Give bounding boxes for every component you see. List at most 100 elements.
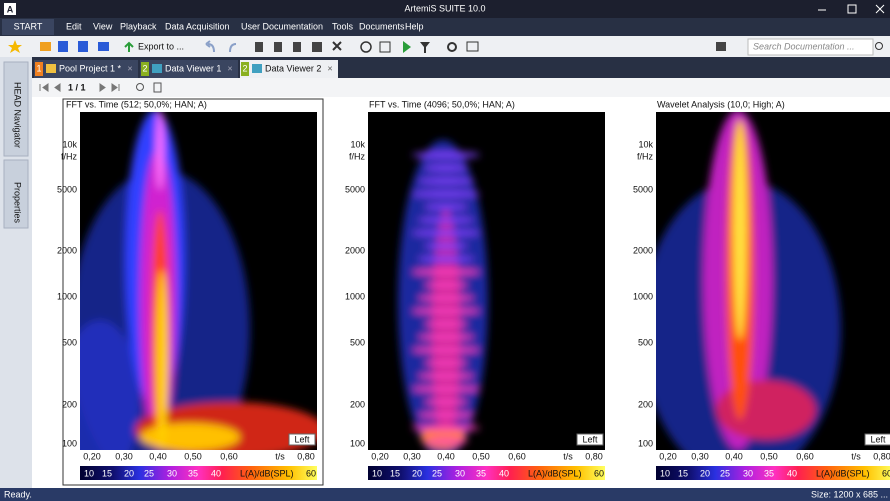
menu-item[interactable]: Tools <box>332 21 354 31</box>
start-button[interactable]: START <box>14 21 43 31</box>
colorbar-label: 20 <box>700 468 710 478</box>
spectrogram-blob <box>716 380 816 440</box>
colorbar-label: L(A)/dB(SPL) <box>816 468 870 478</box>
tab-close[interactable]: × <box>127 63 132 73</box>
spectrogram-band <box>424 282 468 289</box>
sidebar-tab-label[interactable]: Properties <box>13 182 23 224</box>
spectrogram-band <box>424 321 468 328</box>
spectrogram <box>60 110 325 490</box>
plot-title: FFT vs. Time (4096; 50,0%; HAN; A) <box>369 99 515 109</box>
y-tick-label: 1000 <box>57 291 77 301</box>
menu-item[interactable]: Documents <box>359 21 405 31</box>
x-tick-label: 0,80 <box>585 451 603 461</box>
y-tick-label: 500 <box>350 337 365 347</box>
colorbar-label: 40 <box>499 468 509 478</box>
paste-special-icon[interactable] <box>312 42 322 52</box>
y-tick-label: 5000 <box>633 184 653 194</box>
page-indicator: 1 / 1 <box>68 82 86 92</box>
search-placeholder[interactable]: Search Documentation ... <box>753 41 855 51</box>
colorbar-label: 20 <box>412 468 422 478</box>
legend-label: Left <box>870 434 886 444</box>
colorbar-label: 10 <box>660 468 670 478</box>
colorbar-label: 20 <box>124 468 134 478</box>
colorbar-label: 35 <box>476 468 486 478</box>
tab-label[interactable]: Data Viewer 1 <box>165 63 221 73</box>
colorbar-label: 35 <box>764 468 774 478</box>
colorbar-label: 60 <box>594 468 604 478</box>
spectrogram-band <box>424 204 468 211</box>
spectrogram-band <box>424 165 468 172</box>
sidebar-tab-label[interactable]: HEAD Navigator <box>13 82 23 148</box>
export-button[interactable]: Export to ... <box>138 41 184 51</box>
status-size: Size: 1200 x 685 ... <box>811 489 888 499</box>
tab-icon <box>46 64 56 73</box>
x-tick-label: 0,60 <box>220 451 238 461</box>
y-tick-label: 5000 <box>57 184 77 194</box>
y-tick-label: 500 <box>638 337 653 347</box>
y-tick-label: 2000 <box>633 245 653 255</box>
y-tick-label: 10k <box>350 139 365 149</box>
y-tick-label: 200 <box>638 399 653 409</box>
spectrogram-band <box>424 399 468 406</box>
spectrogram-band <box>424 243 468 250</box>
menu-item[interactable]: Help <box>405 21 424 31</box>
menu-item[interactable]: Edit <box>66 21 82 31</box>
y-tick-label: 10k <box>62 139 77 149</box>
print-icon[interactable] <box>98 42 109 51</box>
menu-item[interactable]: User Documentation <box>241 21 323 31</box>
spectrogram <box>368 112 605 460</box>
view-icon[interactable] <box>716 42 726 51</box>
colorbar-label: 15 <box>390 468 400 478</box>
spectrogram-band <box>418 256 474 263</box>
spectrogram-band <box>418 373 474 380</box>
x-tick-label: 0,60 <box>796 451 814 461</box>
plot-panel: FFT vs. Time (4096; 50,0%; HAN; A)10kf/H… <box>345 99 605 480</box>
spectrogram-band <box>418 334 474 341</box>
tab-close[interactable]: × <box>227 63 232 73</box>
spectrogram-band <box>418 295 474 302</box>
x-tick-label: 0,30 <box>403 451 421 461</box>
tab-close[interactable]: × <box>327 63 332 73</box>
menu-item[interactable]: View <box>93 21 113 31</box>
spectrogram-blob <box>156 110 164 190</box>
copy-icon[interactable] <box>274 42 282 52</box>
x-tick-label: 0,30 <box>691 451 709 461</box>
colorbar-label: 60 <box>882 468 890 478</box>
save-all-icon[interactable] <box>78 41 88 52</box>
y-tick-label: 100 <box>350 438 365 448</box>
colorbar-label: 10 <box>84 468 94 478</box>
menu-item[interactable]: Data Acquisition <box>165 21 230 31</box>
menu-item[interactable]: Playback <box>120 21 157 31</box>
y-tick-label: 5000 <box>345 184 365 194</box>
colorbar-label: 10 <box>372 468 382 478</box>
y-tick-label: 2000 <box>57 245 77 255</box>
tab-label[interactable]: Data Viewer 2 <box>265 63 321 73</box>
y-tick-label: 10k <box>638 139 653 149</box>
plot-title: Wavelet Analysis (10,0; High; A) <box>657 99 785 109</box>
colorbar-label: 30 <box>743 468 753 478</box>
paste-icon[interactable] <box>293 42 301 52</box>
tab-number: 2 <box>142 63 147 73</box>
tab-label[interactable]: Pool Project 1 * <box>59 63 122 73</box>
colorbar-label: 25 <box>144 468 154 478</box>
cut-icon[interactable] <box>255 42 263 52</box>
spectrogram-band <box>418 178 474 185</box>
colorbar-label: 60 <box>306 468 316 478</box>
spectrogram-band <box>424 360 468 367</box>
app-logo: A <box>7 4 14 14</box>
x-tick-label: 0,50 <box>760 451 778 461</box>
open-icon[interactable] <box>40 42 51 51</box>
spectrogram-band <box>412 386 480 393</box>
tab-number: 1 <box>36 63 41 73</box>
colorbar-label: 40 <box>211 468 221 478</box>
plot-title: FFT vs. Time (512; 50,0%; HAN; A) <box>66 99 207 109</box>
tab-icon <box>152 64 162 73</box>
x-tick-label: 0,80 <box>297 451 315 461</box>
x-tick-label: 0,40 <box>149 451 167 461</box>
x-tick-label: 0,80 <box>873 451 890 461</box>
x-tick-label: 0,30 <box>115 451 133 461</box>
spectrogram-image <box>398 140 488 460</box>
y-tick-label: 100 <box>62 438 77 448</box>
save-icon[interactable] <box>58 41 68 52</box>
spectrogram-blob <box>140 423 240 451</box>
